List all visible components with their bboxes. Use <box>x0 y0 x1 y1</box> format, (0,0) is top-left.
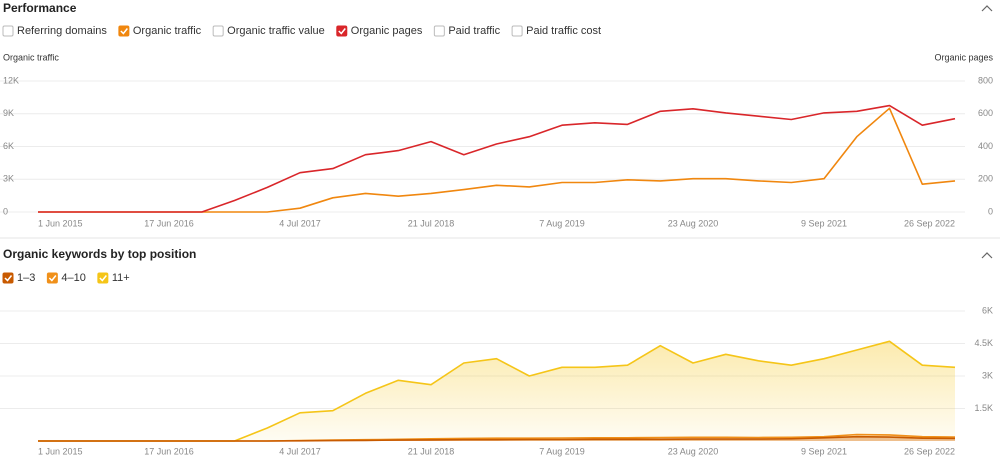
y2-tick-label: 400 <box>978 141 993 151</box>
toggle-label[interactable]: Organic traffic value <box>227 25 325 37</box>
y-tick-label: 3K <box>3 174 14 184</box>
y-tick-label: 12K <box>3 75 19 85</box>
check-mark <box>48 275 57 282</box>
toggle-label[interactable]: Referring domains <box>17 25 107 37</box>
checkbox[interactable] <box>97 272 109 284</box>
toggle-label[interactable]: Organic pages <box>351 25 423 37</box>
x-tick-label: 26 Sep 2022 <box>904 218 955 228</box>
y2-tick-label: 800 <box>978 75 993 85</box>
x-tick-label: 21 Jul 2018 <box>408 218 455 228</box>
y-tick-label: 4.5K <box>974 338 993 348</box>
checkbox[interactable] <box>511 25 523 37</box>
y-tick-label: 1.5K <box>974 403 993 413</box>
check-mark <box>4 275 13 282</box>
y2-axis-title: Organic pages <box>934 52 993 62</box>
x-tick-label: 17 Jun 2016 <box>144 218 194 228</box>
series-area <box>38 436 955 441</box>
checkbox[interactable] <box>336 25 348 37</box>
section-title: Organic keywords by top position <box>3 247 196 261</box>
y-tick-label: 6K <box>982 305 993 315</box>
y2-tick-label: 200 <box>978 174 993 184</box>
x-tick-label: 9 Sep 2021 <box>801 218 847 228</box>
x-tick-label: 1 Jun 2015 <box>38 446 83 456</box>
x-tick-label: 7 Aug 2019 <box>539 446 585 456</box>
checkbox[interactable] <box>212 25 224 37</box>
legend-label[interactable]: 11+ <box>112 272 130 284</box>
checkbox[interactable] <box>433 25 445 37</box>
toggle-label[interactable]: Paid traffic cost <box>526 25 601 37</box>
toggle-label[interactable]: Paid traffic <box>448 25 500 37</box>
series-line <box>38 107 956 213</box>
collapse-icon[interactable] <box>981 252 993 259</box>
x-tick-label: 4 Jul 2017 <box>279 446 321 456</box>
x-tick-label: 7 Aug 2019 <box>539 218 585 228</box>
y-tick-label: 3K <box>982 370 993 380</box>
collapse-icon[interactable] <box>981 5 993 12</box>
x-tick-label: 23 Aug 2020 <box>668 218 719 228</box>
checkbox[interactable] <box>2 25 14 37</box>
x-tick-label: 1 Jun 2015 <box>38 218 83 228</box>
checkbox[interactable] <box>2 272 14 284</box>
series-line <box>38 435 956 442</box>
checkbox[interactable] <box>118 25 130 37</box>
x-tick-label: 23 Aug 2020 <box>668 446 719 456</box>
toggle-label[interactable]: Organic traffic <box>133 25 202 37</box>
y2-tick-label: 0 <box>988 206 993 216</box>
check-mark <box>120 28 128 35</box>
series-area <box>38 341 955 441</box>
checkbox[interactable] <box>46 272 58 284</box>
x-tick-label: 26 Sep 2022 <box>904 446 955 456</box>
legend-label[interactable]: 4–10 <box>61 272 85 284</box>
series-line <box>38 104 956 213</box>
y2-tick-label: 600 <box>978 108 993 118</box>
check-mark <box>99 275 107 282</box>
check-mark <box>338 28 346 35</box>
y-tick-label: 6K <box>3 141 14 151</box>
x-tick-label: 4 Jul 2017 <box>279 218 321 228</box>
y-tick-label: 0 <box>3 206 8 216</box>
y-axis-title: Organic traffic <box>3 52 59 62</box>
x-tick-label: 21 Jul 2018 <box>408 446 455 456</box>
x-tick-label: 17 Jun 2016 <box>144 446 194 456</box>
y-tick-label: 9K <box>3 108 14 118</box>
x-tick-label: 9 Sep 2021 <box>801 446 847 456</box>
section-title: Performance <box>3 1 77 15</box>
legend-label[interactable]: 1–3 <box>17 272 35 284</box>
